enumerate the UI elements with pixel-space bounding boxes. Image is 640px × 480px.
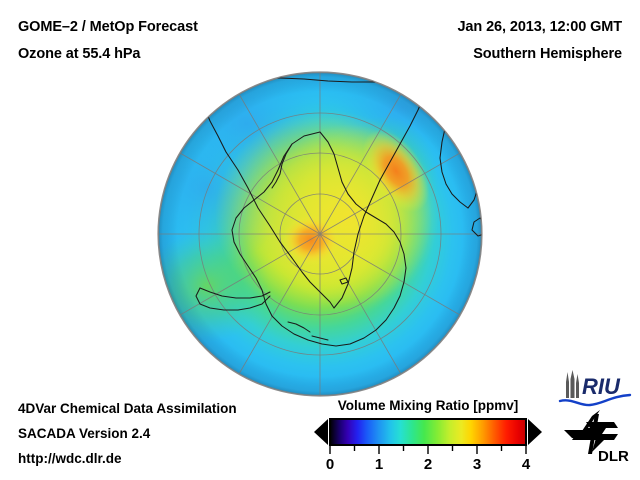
graticule-meridians bbox=[158, 72, 482, 396]
colorbar-title: Volume Mixing Ratio [ppmv] bbox=[337, 398, 519, 413]
colorbar-tick-3: 3 bbox=[473, 456, 481, 473]
riu-wordmark: RIU bbox=[582, 374, 621, 399]
dlr-logo: DLR bbox=[564, 410, 629, 465]
colorbar-frame bbox=[329, 418, 527, 446]
dlr-wordmark: DLR bbox=[598, 448, 629, 465]
colorbar-tick-1: 1 bbox=[375, 456, 383, 473]
riu-logo: RIU bbox=[558, 370, 632, 407]
instrument-title: GOME–2 / MetOp Forecast bbox=[18, 19, 198, 35]
footer-line-url: http://wdc.dlr.de bbox=[18, 451, 122, 466]
dlr-wing-icon bbox=[564, 410, 618, 454]
colorbar-tick-2: 2 bbox=[424, 456, 432, 473]
colorbar-gradient bbox=[330, 419, 526, 445]
region-label: Southern Hemisphere bbox=[473, 46, 622, 62]
riu-wave-icon bbox=[558, 393, 632, 407]
colorbar-tick-4: 4 bbox=[522, 456, 531, 473]
colorbar-tick-0: 0 bbox=[326, 456, 334, 473]
colorbar: Volume Mixing Ratio [ppmv] bbox=[304, 398, 552, 474]
colorbar-extend-low bbox=[314, 419, 328, 445]
ozone-field bbox=[158, 72, 482, 396]
colorbar-extend-high bbox=[528, 419, 542, 445]
colorbar-tick-labels: 0 1 2 3 4 bbox=[326, 456, 531, 473]
ozone-globe-map bbox=[152, 66, 488, 402]
globe-outline bbox=[157, 71, 483, 397]
valid-datetime: Jan 26, 2013, 12:00 GMT bbox=[457, 19, 622, 35]
logo-group: RIU DLR bbox=[552, 366, 640, 476]
footer-line-method: 4DVar Chemical Data Assimilation bbox=[18, 401, 237, 416]
riu-towers-icon bbox=[566, 370, 579, 398]
footer-line-version: SACADA Version 2.4 bbox=[18, 426, 151, 441]
colorbar-ticks bbox=[329, 446, 527, 454]
quantity-title: Ozone at 55.4 hPa bbox=[18, 46, 141, 62]
